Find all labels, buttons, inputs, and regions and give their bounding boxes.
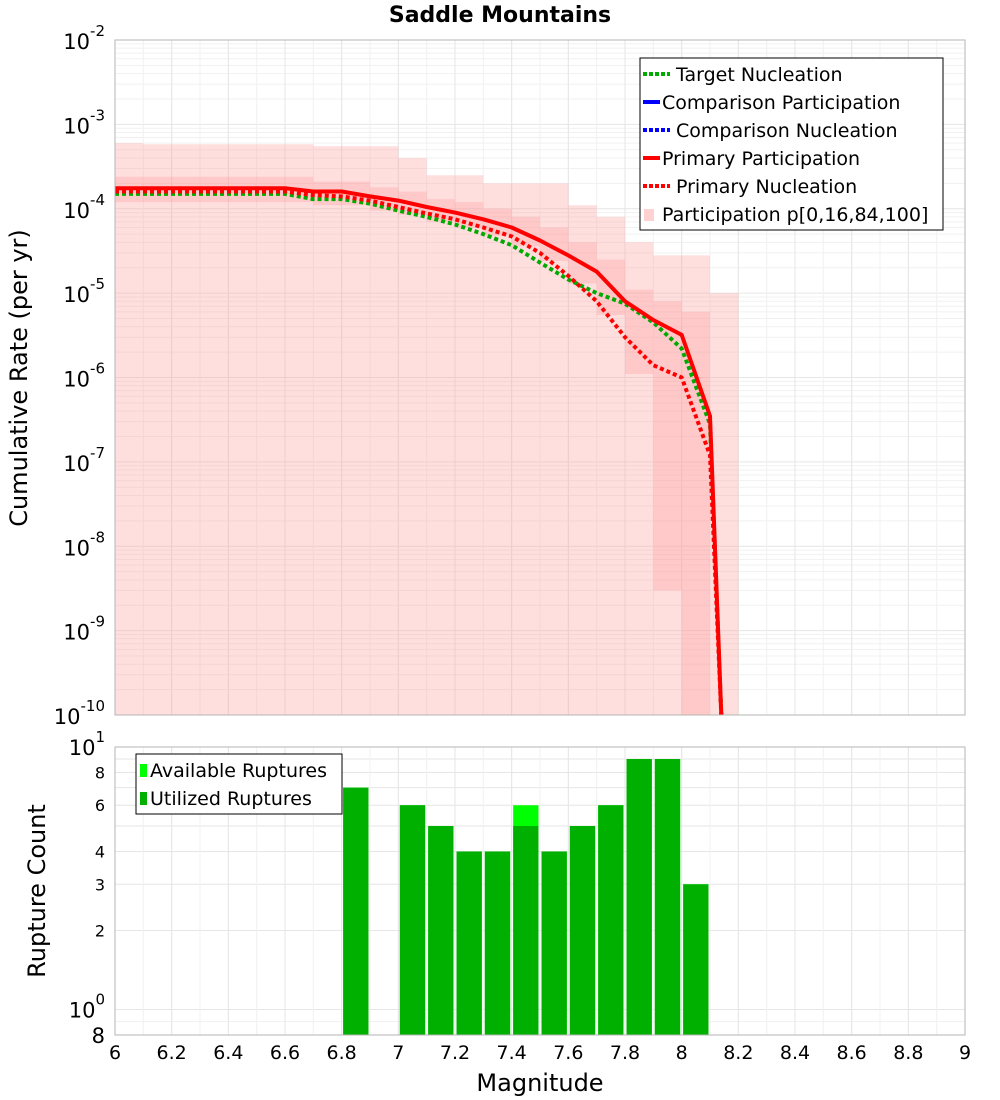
x-tick-label: 8.8 — [893, 1042, 923, 1064]
x-tick-label: 9 — [959, 1042, 971, 1064]
x-tick-label: 6 — [109, 1042, 121, 1064]
legend-label: Target Nucleation — [675, 64, 843, 86]
utilized-rupture-bar — [626, 759, 652, 1035]
legend-label: Comparison Nucleation — [676, 120, 898, 142]
x-tick-label: 8 — [676, 1042, 688, 1064]
y-tick-label: 10-6 — [63, 360, 105, 392]
y-tick-label: 10-8 — [63, 528, 105, 560]
y-tick-label: 10-7 — [63, 444, 105, 476]
x-tick-label: 8.4 — [780, 1042, 810, 1064]
utilized-rupture-bar — [569, 826, 596, 1035]
legend-swatch — [140, 764, 147, 777]
rate-chart: Saddle Mountains 10-1010-910-810-710-610… — [5, 3, 966, 729]
y-tick-label: 101 — [69, 728, 105, 760]
y-tick-label: 10-2 — [63, 22, 105, 54]
x-tick-label: 6.2 — [157, 1042, 187, 1064]
legend-box — [639, 57, 944, 231]
utilized-rupture-bar — [541, 851, 567, 1035]
x-tick-label: 6.8 — [327, 1042, 357, 1064]
y-tick-label: 10-10 — [54, 697, 105, 729]
y-tick-label: 8 — [95, 763, 105, 782]
utilized-rupture-bar — [428, 826, 454, 1035]
utilized-rupture-bar — [343, 787, 369, 1035]
utilized-rupture-bar — [456, 851, 482, 1035]
count-legend: Available Ruptures Utilized Ruptures — [135, 753, 343, 815]
count-bars — [343, 759, 709, 1035]
legend-label: Comparison Participation — [662, 92, 900, 114]
utilized-rupture-bar — [513, 826, 539, 1035]
y-tick-label: 10-9 — [63, 613, 105, 645]
series-line-target-nucleation — [115, 191, 724, 716]
x-tick-label: 8.2 — [723, 1042, 753, 1064]
legend-label: Available Ruptures — [150, 760, 327, 782]
utilized-rupture-bar — [598, 805, 624, 1035]
x-tick-label: 7.4 — [497, 1042, 527, 1064]
count-plot-frame — [114, 746, 966, 1036]
y-tick-label: 100 — [69, 991, 105, 1023]
x-ticks: 6 6.2 6.4 6.6 6.8 7 7.2 7.4 7.6 7.8 8 8.2 8.4 8.6 8.8 9 — [109, 1042, 971, 1064]
legend-label: Participation p[0,16,84,100] — [662, 204, 928, 226]
y-tick-label: 10-3 — [63, 106, 105, 138]
y-tick-label: 2 — [95, 922, 105, 941]
y-tick-label: 3 — [95, 875, 105, 894]
legend-box — [135, 753, 343, 815]
y-tick-label: 8 — [92, 1024, 105, 1048]
x-tick-label: 7.6 — [553, 1042, 583, 1064]
chart-title: Saddle Mountains — [389, 3, 611, 28]
x-tick-label: 7.2 — [440, 1042, 470, 1064]
utilized-rupture-bar — [399, 805, 426, 1035]
x-tick-label: 7.8 — [610, 1042, 640, 1064]
utilized-rupture-bar — [683, 884, 709, 1035]
x-tick-label: 6.4 — [213, 1042, 243, 1064]
series-line-primary-nucleation — [115, 189, 724, 716]
x-tick-label: 7 — [392, 1042, 404, 1064]
rate-plot-frame — [114, 39, 966, 716]
legend-swatch — [140, 792, 147, 805]
legend-label: Primary Participation — [662, 148, 860, 170]
x-tick-label: 8.6 — [837, 1042, 867, 1064]
series-line-primary-participation — [115, 186, 724, 716]
y-tick-label: 4 — [95, 842, 105, 861]
legend-label: Utilized Ruptures — [150, 788, 312, 810]
utilized-rupture-bar — [654, 759, 681, 1035]
y-tick-label: 10-5 — [63, 275, 105, 307]
rate-legend: Target Nucleation Comparison Participatio… — [639, 57, 944, 231]
count-y-axis-label: Rupture Count — [23, 804, 51, 978]
legend-swatch — [644, 209, 654, 221]
rate-y-axis-label: Cumulative Rate (per yr) — [5, 229, 33, 527]
y-tick-label: 10-4 — [63, 191, 105, 223]
x-tick-label: 6.6 — [270, 1042, 300, 1064]
x-axis-label: Magnitude — [476, 1069, 603, 1097]
utilized-rupture-bar — [484, 851, 511, 1035]
y-tick-label: 6 — [95, 796, 105, 815]
rate-series — [115, 186, 724, 716]
rate-y-ticks: 10-10 10-9 10-8 10-7 10-6 10-5 10-4 10-3 10-2 — [54, 22, 105, 729]
legend-label: Primary Nucleation — [676, 176, 857, 198]
